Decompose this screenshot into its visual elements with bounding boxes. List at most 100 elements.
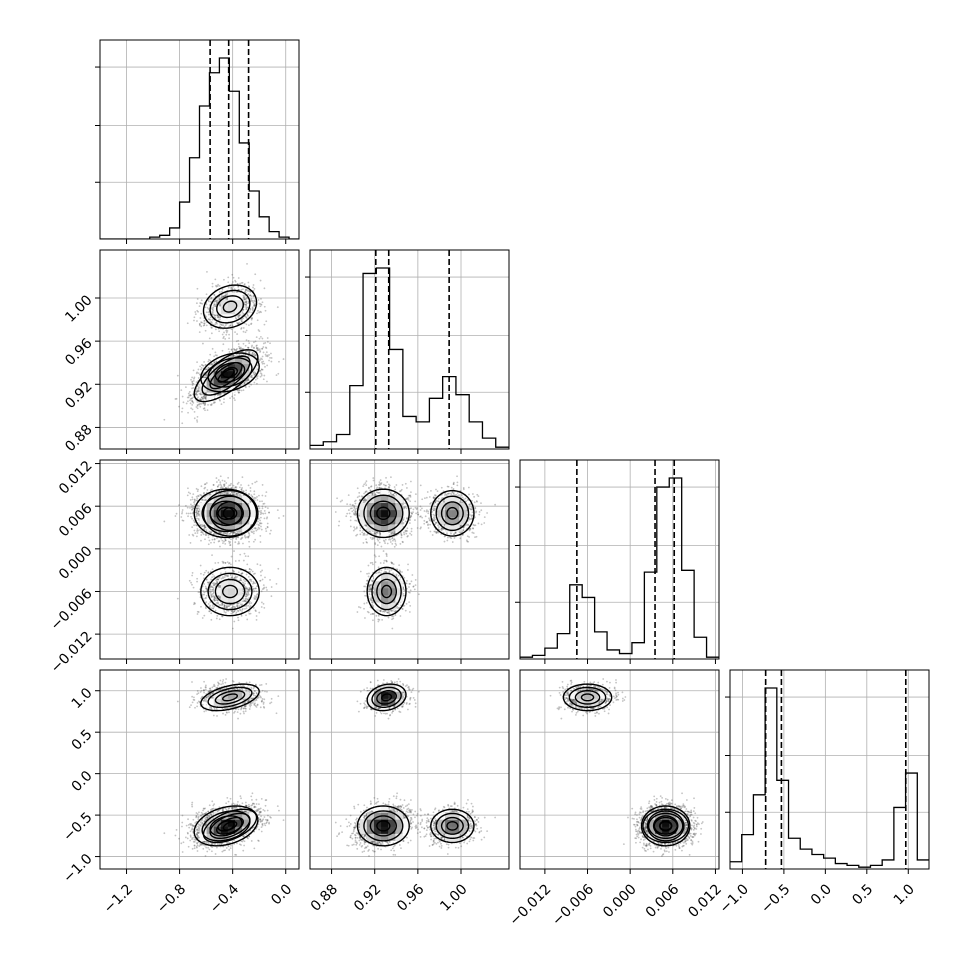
sample-point xyxy=(204,395,207,398)
sample-point xyxy=(245,379,248,382)
sample-point xyxy=(211,488,213,491)
sample-point xyxy=(229,544,231,547)
sample-point xyxy=(245,306,248,309)
sample-point xyxy=(237,285,240,288)
sample-point xyxy=(244,344,247,347)
sample-point xyxy=(261,347,263,350)
sample-point xyxy=(174,398,177,400)
sample-point xyxy=(259,500,261,503)
sample-point xyxy=(247,378,250,381)
sample-point xyxy=(200,398,203,401)
sample-point xyxy=(205,293,208,296)
sample-point xyxy=(260,335,262,338)
sample-point xyxy=(211,362,214,365)
sample-point xyxy=(200,321,202,324)
sample-point xyxy=(225,482,228,484)
sample-point xyxy=(211,282,214,285)
sample-point xyxy=(197,389,200,392)
sample-point xyxy=(252,371,255,374)
sample-point xyxy=(189,394,192,396)
sample-point xyxy=(223,398,225,400)
sample-point xyxy=(236,333,239,335)
sample-point xyxy=(248,612,251,615)
sample-point xyxy=(196,407,199,410)
y-tick-label: 1.00 xyxy=(62,292,95,325)
sample-point xyxy=(246,618,249,621)
sample-point xyxy=(245,300,248,303)
sample-point xyxy=(190,394,192,397)
sample-point xyxy=(206,270,208,273)
sample-point xyxy=(239,314,242,316)
contour-line xyxy=(200,352,260,393)
sample-point xyxy=(224,294,226,297)
sample-point xyxy=(260,368,263,371)
sample-point xyxy=(191,397,193,400)
sample-point xyxy=(266,589,268,591)
sample-point xyxy=(197,386,200,389)
sample-point xyxy=(230,555,233,558)
sample-point xyxy=(224,294,227,296)
sample-point xyxy=(236,321,238,324)
sample-point xyxy=(243,298,245,301)
sample-point xyxy=(228,337,231,340)
sample-point xyxy=(216,316,219,319)
sample-point xyxy=(238,389,241,392)
sample-point xyxy=(235,349,237,352)
sample-point xyxy=(187,400,189,403)
sample-point xyxy=(230,348,233,351)
sample-point xyxy=(231,350,234,353)
sample-point xyxy=(205,303,208,306)
sample-point xyxy=(245,308,248,311)
sample-point xyxy=(259,350,262,352)
sample-point xyxy=(214,299,217,302)
sample-point xyxy=(246,379,249,382)
sample-point xyxy=(204,363,207,366)
sample-point xyxy=(207,403,209,406)
sample-point xyxy=(238,391,241,394)
sample-point xyxy=(259,310,262,313)
sample-point xyxy=(190,397,193,400)
sample-point xyxy=(255,615,258,617)
sample-point xyxy=(229,324,232,327)
sample-point xyxy=(246,288,248,291)
sample-point xyxy=(243,296,246,299)
sample-point xyxy=(207,543,210,546)
sample-point xyxy=(217,479,220,481)
sample-point xyxy=(260,516,262,519)
sample-point xyxy=(222,343,225,346)
sample-point xyxy=(218,298,221,301)
sample-point xyxy=(219,325,222,328)
sample-point xyxy=(254,354,257,357)
sample-point xyxy=(251,352,254,355)
sample-point xyxy=(196,361,198,364)
sample-point xyxy=(247,484,250,487)
sample-point xyxy=(257,329,260,331)
sample-point xyxy=(258,337,261,340)
sample-point xyxy=(249,308,252,311)
sample-point xyxy=(251,307,254,310)
sample-point xyxy=(192,387,195,389)
sample-point xyxy=(240,320,243,322)
sample-point xyxy=(200,302,202,305)
sample-point xyxy=(253,303,256,305)
sample-point xyxy=(268,359,270,362)
sample-point xyxy=(265,355,268,357)
sample-point xyxy=(198,392,201,395)
sample-point xyxy=(203,322,206,325)
sample-point xyxy=(225,293,228,296)
sample-point xyxy=(245,316,248,318)
sample-point xyxy=(203,394,206,397)
sample-point xyxy=(259,358,262,361)
y-tick-label: 0.88 xyxy=(62,422,95,455)
sample-point xyxy=(263,510,266,512)
sample-point xyxy=(203,319,206,322)
sample-point xyxy=(232,285,235,288)
sample-point xyxy=(214,278,217,281)
sample-point xyxy=(250,374,253,377)
sample-point xyxy=(252,295,255,298)
sample-point xyxy=(259,351,261,353)
sample-point xyxy=(270,357,273,359)
sample-point xyxy=(216,322,218,325)
sample-point xyxy=(262,378,265,381)
sample-point xyxy=(216,285,219,287)
